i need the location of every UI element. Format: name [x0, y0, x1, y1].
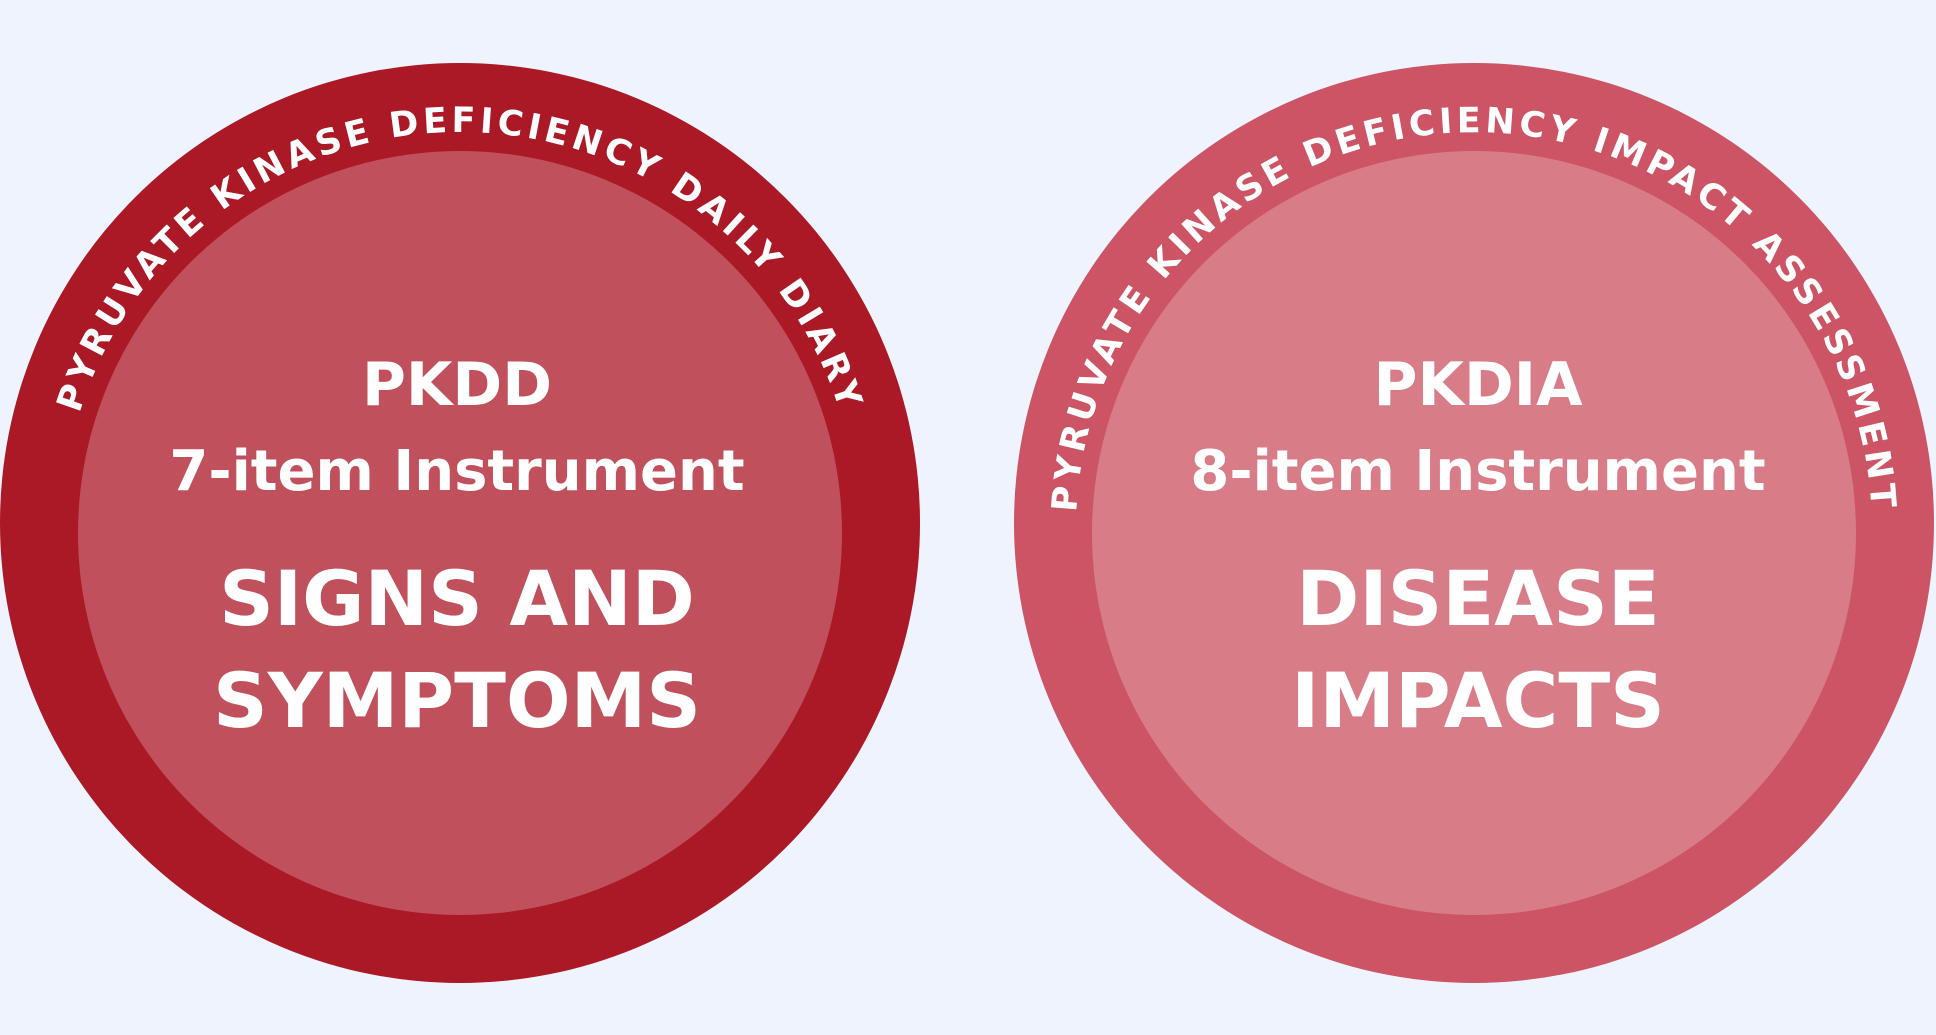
- pkdia-subtitle: 8-item Instrument: [1190, 439, 1765, 504]
- pkdia-topic-line-2: IMPACTS: [1291, 656, 1665, 745]
- pkdd-inner-disc: [78, 151, 842, 915]
- pkdd-topic-line-1: SIGNS AND: [219, 554, 695, 643]
- pkdia-code: PKDIA: [1373, 350, 1583, 420]
- pkdia-inner-disc: [1092, 151, 1856, 915]
- pkdd-subtitle: 7-item Instrument: [169, 439, 744, 504]
- pkdia-topic-line-1: DISEASE: [1296, 554, 1660, 643]
- pkdd-circle: PYRUVATE KINASE DEFICIENCY DAILY DIARY P…: [0, 63, 920, 983]
- pkdd-code: PKDD: [362, 350, 552, 420]
- pkdia-circle: PYRUVATE KINASE DEFICIENCY IMPACT ASSESS…: [1014, 63, 1934, 983]
- pkdd-topic-line-2: SYMPTOMS: [213, 656, 701, 745]
